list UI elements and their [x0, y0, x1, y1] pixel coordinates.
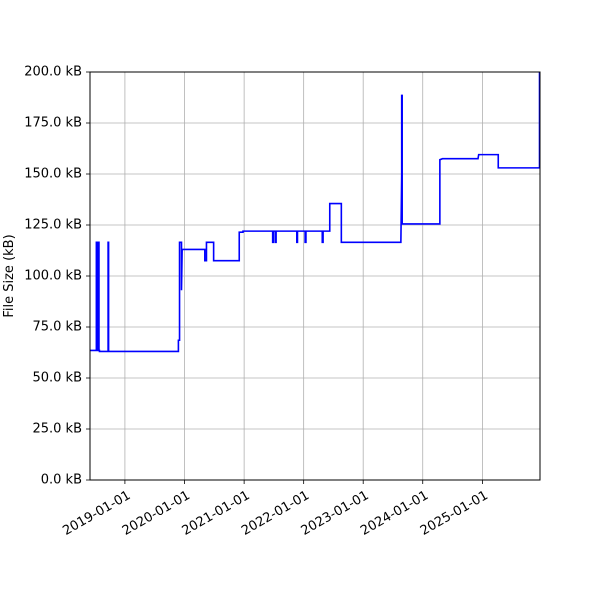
file-size-line	[90, 72, 541, 353]
y-tick-label: 50.0 kB	[32, 371, 82, 386]
y-axis: 0.0 kB 25.0 kB 50.0 kB 75.0 kB 100.0 kB 125.0…	[24, 65, 90, 488]
y-tick-label: 25.0 kB	[32, 422, 82, 437]
y-tick-label: 200.0 kB	[24, 65, 82, 80]
y-tick-label: 0.0 kB	[41, 473, 82, 488]
y-tick-label: 150.0 kB	[24, 167, 82, 182]
y-axis-label: File Size (kB)	[2, 234, 17, 317]
y-tick-label: 75.0 kB	[32, 320, 82, 335]
y-tick-label: 175.0 kB	[24, 116, 82, 131]
series-layer	[90, 72, 541, 353]
y-tick-label: 125.0 kB	[24, 218, 82, 233]
y-tick-label: 100.0 kB	[24, 269, 82, 284]
